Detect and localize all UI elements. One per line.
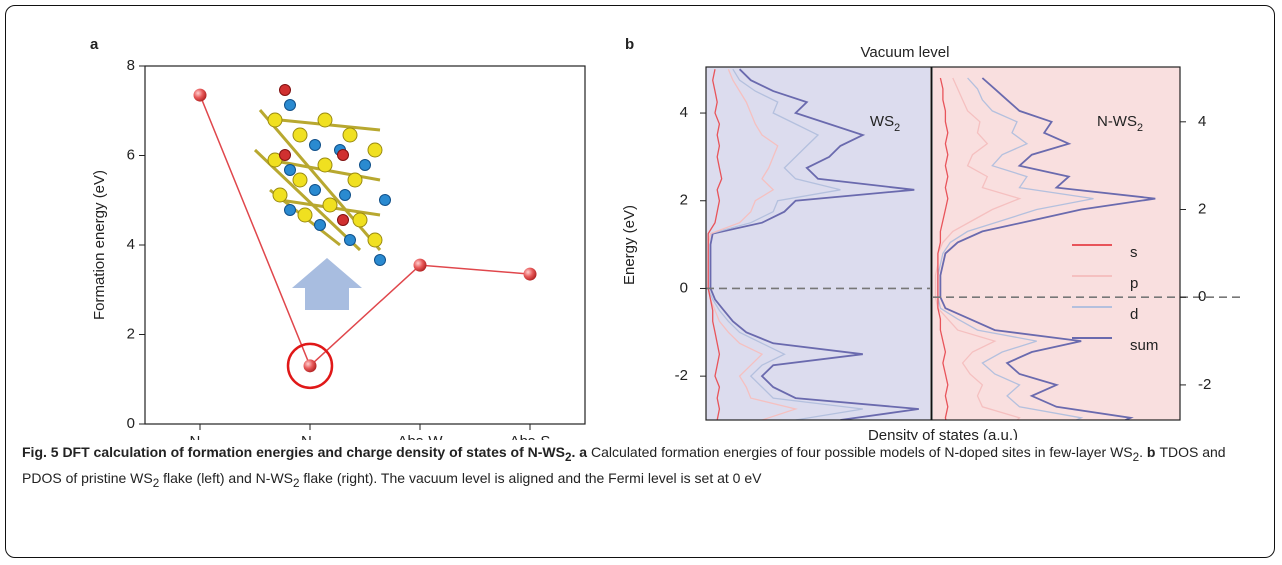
chart-title: Vacuum level [861, 44, 950, 61]
panel-curves [707, 68, 919, 420]
panel-curves [934, 77, 1156, 420]
legend-label: p [1130, 275, 1138, 292]
highlight-ring [286, 342, 334, 390]
x-axis-label: Density of states (a.u.) [868, 427, 1018, 440]
y2-tick-label: -2 [1198, 376, 1211, 393]
caption-b-label: b [1146, 444, 1156, 460]
arrow-inset [292, 258, 362, 310]
panel-label: b [625, 36, 634, 53]
panel-label: a [90, 36, 99, 53]
dos-curve [939, 77, 1156, 420]
caption-b-text: TDOS and PDOS of pristine WS2 flake (lef… [22, 444, 1226, 490]
panel-name: N-WS2 [1097, 113, 1143, 134]
y-tick-label: 0 [127, 415, 135, 432]
y2-tick-label: 0 [1198, 288, 1206, 305]
data-point [413, 258, 427, 272]
dos-curve [707, 69, 723, 420]
y-tick-label: 2 [127, 325, 135, 342]
x-tick-label: Abs-S [510, 433, 551, 440]
caption-a-text: Calculated formation energies of four po… [591, 444, 1143, 464]
figure: a Formation energy (eV) 0 2 4 6 8 NW NS Abs-W Abs-… [90, 36, 1240, 440]
panel-name: WS2 [870, 113, 900, 134]
x-tick-label: NW [189, 433, 211, 440]
y-tick-label: 8 [127, 57, 135, 74]
y-tick-label: 2 [680, 192, 688, 209]
plot-frame [705, 66, 1181, 421]
x-tick-label: Abs-W [398, 433, 444, 440]
y2-tick-label: 4 [1198, 113, 1206, 130]
y-axis-label: Energy (eV) [621, 205, 638, 285]
data-point [193, 88, 207, 102]
x-tick-label: NS [301, 433, 319, 440]
y-tick-label: 6 [127, 146, 135, 163]
dos-curve [709, 68, 919, 420]
data-point [303, 359, 317, 373]
caption: Fig. 5 DFT calculation of formation ener… [22, 442, 1267, 494]
dos-curve [937, 77, 1094, 420]
y-tick-label: 4 [127, 236, 135, 253]
plot-frame [144, 65, 586, 425]
y-tick-label: 4 [680, 104, 688, 121]
legend-label: s [1130, 244, 1138, 261]
caption-title: Fig. 5 DFT calculation of formation ener… [22, 444, 576, 464]
dos-curve [937, 77, 949, 420]
legend-label: d [1130, 306, 1138, 323]
y2-tick-label: 2 [1198, 200, 1206, 217]
caption-a-label: a [579, 444, 588, 460]
y-axis-label: Formation energy (eV) [91, 170, 108, 320]
y-tick-label: 0 [680, 279, 688, 296]
figure-frame [5, 5, 1275, 558]
structure-inset [253, 84, 391, 266]
panel-background [706, 67, 930, 420]
panel-background [933, 67, 1180, 420]
legend-label: sum [1130, 337, 1158, 354]
data-line [199, 94, 531, 368]
y-tick-label: -2 [675, 367, 688, 384]
data-point [523, 267, 537, 281]
